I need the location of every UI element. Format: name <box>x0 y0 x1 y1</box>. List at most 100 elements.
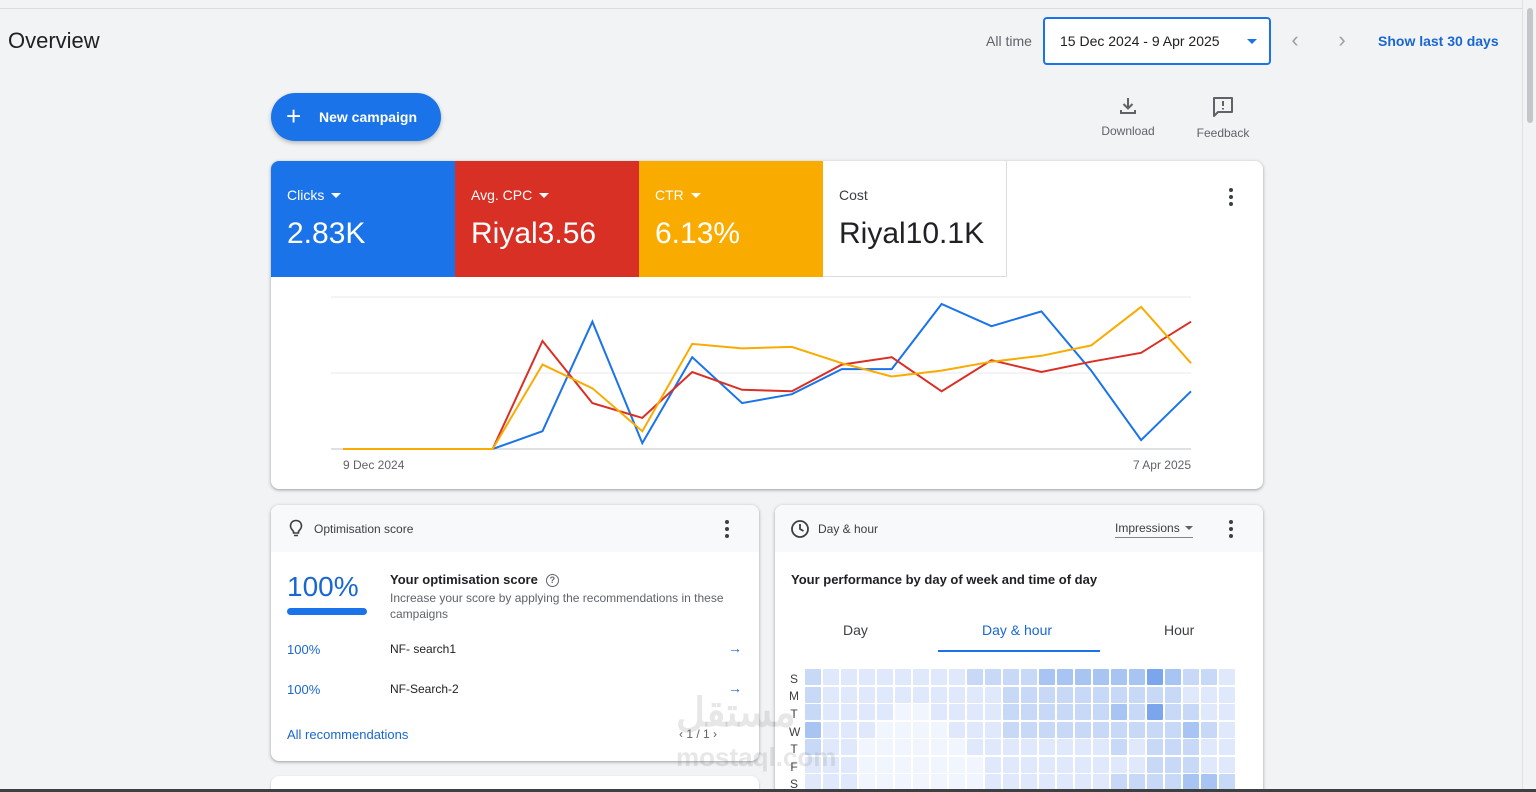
heatmap-cell[interactable] <box>931 756 947 773</box>
heatmap-cell[interactable] <box>877 669 893 685</box>
heatmap-cell[interactable] <box>805 739 821 755</box>
arrow-right-icon[interactable]: → <box>728 680 742 696</box>
heatmap-cell[interactable] <box>1093 721 1109 738</box>
heatmap-cell[interactable] <box>931 721 947 738</box>
heatmap-cell[interactable] <box>1093 686 1109 703</box>
heatmap-cell[interactable] <box>1147 669 1163 685</box>
heatmap-cell[interactable] <box>949 739 965 755</box>
heatmap-cell[interactable] <box>1075 721 1091 738</box>
heatmap-cell[interactable] <box>1003 669 1019 685</box>
heatmap-cell[interactable] <box>1075 669 1091 685</box>
heatmap-cell[interactable] <box>1039 686 1055 703</box>
heatmap-cell[interactable] <box>1165 756 1181 773</box>
heatmap-cell[interactable] <box>1219 774 1235 790</box>
heatmap-cell[interactable] <box>1219 721 1235 738</box>
heatmap-cell[interactable] <box>1039 739 1055 755</box>
heatmap-cell[interactable] <box>805 686 821 703</box>
heatmap-cell[interactable] <box>1201 739 1217 755</box>
heatmap-cell[interactable] <box>1201 669 1217 685</box>
chevron-right-icon[interactable]: › <box>709 727 718 741</box>
heatmap-cell[interactable] <box>913 669 929 685</box>
metric-cost[interactable]: Cost Riyal10.1K <box>823 161 1007 277</box>
heatmap-cell[interactable] <box>1003 774 1019 790</box>
download-button[interactable]: Download <box>1093 96 1163 140</box>
heatmap-cell[interactable] <box>967 739 983 755</box>
heatmap-cell[interactable] <box>805 704 821 720</box>
heatmap-cell[interactable] <box>1129 686 1145 703</box>
heatmap-cell[interactable] <box>913 704 929 720</box>
heatmap-cell[interactable] <box>985 721 1001 738</box>
metric-clicks[interactable]: Clicks 2.83K <box>271 161 455 277</box>
heatmap-cell[interactable] <box>1129 774 1145 790</box>
heatmap-cell[interactable] <box>1129 756 1145 773</box>
heatmap-cell[interactable] <box>823 756 839 773</box>
heatmap-cell[interactable] <box>895 774 911 790</box>
heatmap-cell[interactable] <box>1075 756 1091 773</box>
feedback-button[interactable]: Feedback <box>1188 96 1258 142</box>
heatmap-cell[interactable] <box>1183 756 1199 773</box>
heatmap-cell[interactable] <box>859 756 875 773</box>
heatmap-cell[interactable] <box>1147 686 1163 703</box>
heatmap-cell[interactable] <box>967 686 983 703</box>
heatmap-cell[interactable] <box>841 686 857 703</box>
heatmap-cell[interactable] <box>949 669 965 685</box>
date-range-picker[interactable]: 15 Dec 2024 - 9 Apr 2025 <box>1043 17 1271 65</box>
heatmap-cell[interactable] <box>1183 774 1199 790</box>
heatmap-cell[interactable] <box>895 721 911 738</box>
heatmap-cell[interactable] <box>1165 721 1181 738</box>
heatmap-cell[interactable] <box>1093 704 1109 720</box>
heatmap-cell[interactable] <box>805 756 821 773</box>
heatmap-cell[interactable] <box>859 739 875 755</box>
heatmap-cell[interactable] <box>1165 774 1181 790</box>
heatmap-cell[interactable] <box>913 774 929 790</box>
heatmap-cell[interactable] <box>1075 704 1091 720</box>
heatmap-cell[interactable] <box>895 739 911 755</box>
heatmap-cell[interactable] <box>877 756 893 773</box>
heatmap-cell[interactable] <box>823 739 839 755</box>
heatmap-cell[interactable] <box>967 721 983 738</box>
heatmap-cell[interactable] <box>1165 686 1181 703</box>
heatmap-cell[interactable] <box>1219 756 1235 773</box>
heatmap-cell[interactable] <box>859 669 875 685</box>
heatmap-cell[interactable] <box>1111 686 1127 703</box>
heatmap-cell[interactable] <box>1111 669 1127 685</box>
heatmap-cell[interactable] <box>967 756 983 773</box>
heatmap-cell[interactable] <box>1183 721 1199 738</box>
heatmap-cell[interactable] <box>931 774 947 790</box>
heatmap-cell[interactable] <box>1039 774 1055 790</box>
heatmap-cell[interactable] <box>1075 739 1091 755</box>
heatmap-cell[interactable] <box>1039 721 1055 738</box>
heatmap-cell[interactable] <box>1003 704 1019 720</box>
more-options-icon[interactable] <box>1219 185 1243 209</box>
heatmap-cell[interactable] <box>1093 756 1109 773</box>
heatmap-cell[interactable] <box>877 686 893 703</box>
heatmap-cell[interactable] <box>877 721 893 738</box>
heatmap-cell[interactable] <box>1075 686 1091 703</box>
heatmap-cell[interactable] <box>985 686 1001 703</box>
heatmap-cell[interactable] <box>985 739 1001 755</box>
heatmap-cell[interactable] <box>1003 686 1019 703</box>
more-options-icon[interactable] <box>1219 517 1243 541</box>
heatmap-cell[interactable] <box>949 721 965 738</box>
chevron-left-icon[interactable]: ‹ <box>679 727 687 741</box>
heatmap-cell[interactable] <box>931 686 947 703</box>
heatmap-cell[interactable] <box>985 704 1001 720</box>
heatmap-cell[interactable] <box>877 774 893 790</box>
heatmap-cell[interactable] <box>1039 704 1055 720</box>
show-last-30-days-link[interactable]: Show last 30 days <box>1378 33 1499 49</box>
heatmap-cell[interactable] <box>1147 739 1163 755</box>
page-scrollbar[interactable] <box>1522 0 1536 792</box>
heatmap-cell[interactable] <box>841 704 857 720</box>
heatmap-cell[interactable] <box>1021 774 1037 790</box>
heatmap-cell[interactable] <box>1111 756 1127 773</box>
tab-hour[interactable]: Hour <box>1164 622 1195 638</box>
next-period-button[interactable]: › <box>1338 27 1346 52</box>
heatmap-cell[interactable] <box>823 686 839 703</box>
tab-day-hour[interactable]: Day & hour <box>982 622 1053 638</box>
heatmap-cell[interactable] <box>1111 704 1127 720</box>
heatmap-cell[interactable] <box>1219 686 1235 703</box>
heatmap-cell[interactable] <box>1219 739 1235 755</box>
heatmap-cell[interactable] <box>967 774 983 790</box>
heatmap-cell[interactable] <box>1147 756 1163 773</box>
heatmap-cell[interactable] <box>1075 774 1091 790</box>
